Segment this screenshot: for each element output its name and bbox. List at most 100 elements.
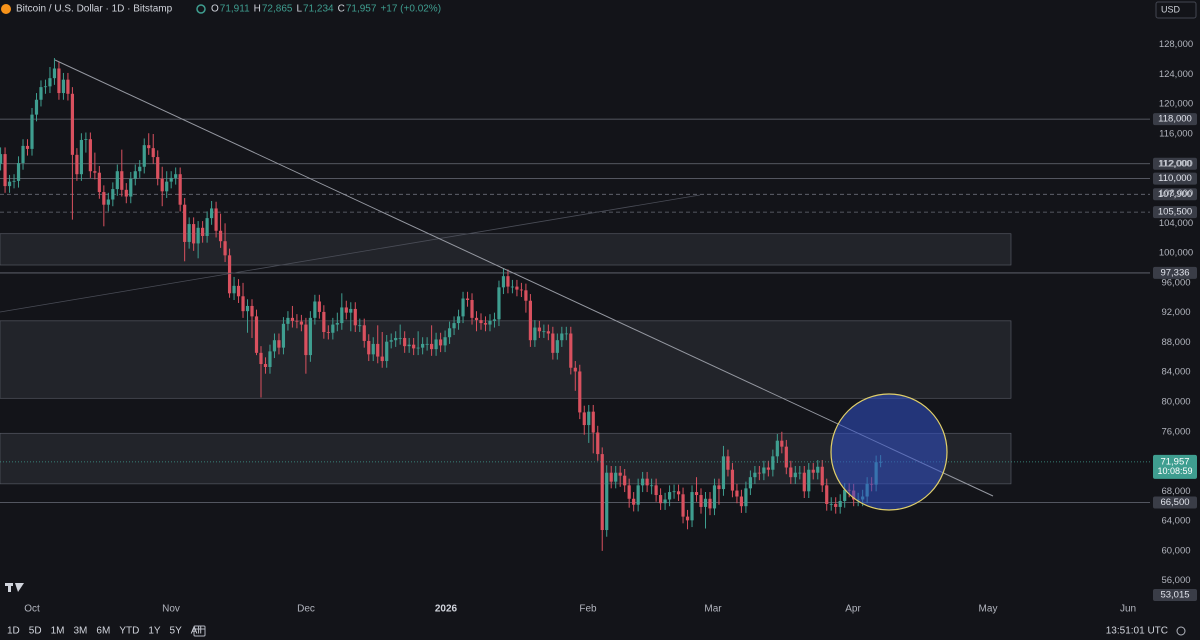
candle-body <box>816 466 820 473</box>
candle-body <box>277 340 281 348</box>
date-range-icon[interactable] <box>193 625 206 637</box>
candle-body <box>524 290 528 301</box>
symbol: Bitcoin / U.S. Dollar · 1D · Bitstamp <box>16 4 173 15</box>
candle-body <box>174 174 178 178</box>
y-tick-label: 96,000 <box>1161 277 1190 288</box>
range-button[interactable]: All <box>191 626 202 637</box>
candle-body <box>295 320 299 322</box>
y-tick-label: 56,000 <box>1161 575 1190 586</box>
range-button[interactable]: 3M <box>74 626 88 637</box>
candle-body <box>70 93 75 155</box>
y-tick-label: 116,000 <box>1159 129 1193 140</box>
candle-body <box>196 227 200 244</box>
candle-body <box>183 204 187 242</box>
range-button[interactable]: 1M <box>51 626 65 637</box>
range-button[interactable]: YTD <box>119 626 139 637</box>
candle-body <box>322 311 326 333</box>
faint-trendline <box>0 194 701 313</box>
candle-body <box>735 490 739 497</box>
candle-body <box>349 308 353 313</box>
range-button[interactable]: 1D <box>7 626 20 637</box>
candle-body <box>596 432 600 455</box>
candle-body <box>394 337 398 341</box>
candle-body <box>102 192 106 205</box>
level-label: 66,500 <box>1160 497 1189 508</box>
candle-body <box>362 325 366 341</box>
level-label-bg <box>1153 157 1197 170</box>
candle-body <box>578 371 582 413</box>
candle-body <box>7 181 12 187</box>
candle-body <box>344 307 348 313</box>
candle-body <box>474 317 479 321</box>
candle-body <box>165 181 169 192</box>
candle-body <box>106 199 110 205</box>
candle-body <box>245 305 250 312</box>
ohlc-key: O <box>211 4 219 15</box>
candle-body <box>380 356 384 362</box>
candle-body <box>353 308 357 326</box>
candle-body <box>281 323 286 348</box>
ohlc-value: 71,234 <box>303 4 334 15</box>
candle-body <box>398 337 402 339</box>
x-tick-label: Dec <box>297 604 315 615</box>
candle-body <box>403 337 407 347</box>
candle-body <box>479 320 483 324</box>
candle-body <box>636 485 640 505</box>
price-axis: 118,000 112,000 110,000 107,900 105,500 97,33… <box>1153 39 1197 601</box>
candle-body <box>807 469 811 492</box>
candle-body <box>236 285 241 297</box>
candle-body <box>120 171 124 190</box>
candle-body <box>721 456 726 490</box>
candle-body <box>66 79 70 94</box>
toolbar: 1D 5D 1M 3M 6M YTD 1Y 5Y All 13:51:01 UTC <box>7 626 1168 637</box>
range-button[interactable]: 1Y <box>148 626 161 637</box>
candle-body <box>501 276 506 288</box>
settings-icon[interactable] <box>1176 626 1186 636</box>
candle-body <box>789 467 793 478</box>
level-label: 118,000 <box>1158 114 1192 125</box>
candle-body <box>618 472 622 476</box>
candle-body <box>371 343 375 355</box>
candle-body <box>187 224 191 242</box>
ohlc-key: H <box>254 4 261 15</box>
level-label: 97,336 <box>1160 267 1189 278</box>
candle-body <box>30 114 34 149</box>
x-tick-label: May <box>979 604 998 615</box>
candle-body <box>259 352 263 365</box>
candle-body <box>600 454 604 531</box>
candle-body <box>757 472 761 474</box>
level-label: 110,000 <box>1158 173 1192 184</box>
ohlc-key: L <box>296 4 302 15</box>
range-button[interactable]: 5Y <box>170 626 183 637</box>
level-label-bg <box>1153 172 1197 185</box>
candle-body <box>317 301 321 312</box>
candle-body <box>385 341 389 362</box>
candle-body <box>712 485 717 509</box>
candle-body <box>147 145 151 149</box>
currency-button[interactable] <box>1155 1 1197 19</box>
candle-body <box>766 467 770 470</box>
y-tick-label: 60,000 <box>1161 545 1190 556</box>
candle-body <box>703 498 708 507</box>
candle-body <box>681 494 685 517</box>
currency[interactable]: USD <box>1161 4 1181 14</box>
candle-body <box>605 472 609 531</box>
candle-body <box>286 317 290 324</box>
candle-body <box>654 485 658 496</box>
candle-body <box>537 327 541 332</box>
range-button[interactable]: 6M <box>96 626 110 637</box>
candle-body <box>676 491 681 495</box>
candle-body <box>79 139 83 175</box>
candle-body <box>793 472 797 478</box>
range-button[interactable]: 5D <box>29 626 42 637</box>
candle-body <box>587 411 591 426</box>
candle-body <box>142 145 146 167</box>
candle-body <box>268 351 272 367</box>
candle-body <box>775 440 779 457</box>
candle-body <box>627 485 631 499</box>
candle-body <box>412 344 416 349</box>
candle-body <box>48 78 52 87</box>
candle-body <box>519 289 524 291</box>
level-label: 53,015 <box>1160 590 1189 601</box>
